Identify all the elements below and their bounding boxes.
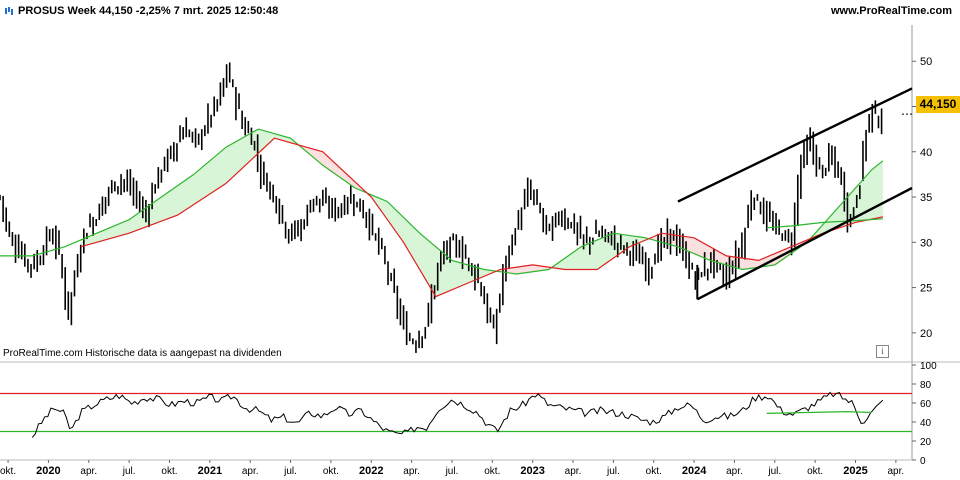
rsi-line (31, 391, 884, 438)
price-tick-label: 50 (920, 56, 932, 68)
rsi-tick-label: 40 (920, 418, 932, 429)
time-tick-label: 2025 (843, 465, 867, 477)
time-tick-label: jul. (122, 466, 136, 477)
time-tick-label: okt. (0, 466, 16, 477)
data-note: ProRealTime.com Historische data is aang… (3, 348, 282, 359)
trend-channel-upper (677, 87, 913, 203)
time-tick-label: 2022 (359, 465, 383, 477)
time-tick-label: apr. (80, 466, 97, 477)
rsi-tick-label: 100 (920, 361, 937, 372)
price-tick-label: 25 (920, 283, 932, 295)
rsi-tick-label: 0 (920, 456, 926, 467)
last-price-badge: 44,150 (916, 96, 960, 113)
time-tick-label: apr. (888, 466, 905, 477)
ma-fast-line (0, 128, 884, 275)
time-tick-label: 2021 (198, 465, 222, 477)
time-tick-label: apr. (565, 466, 582, 477)
rsi-tick-label: 60 (920, 399, 932, 410)
time-tick-label: apr. (403, 466, 420, 477)
time-tick-label: jul. (283, 466, 297, 477)
rsi-tick-label: 80 (920, 380, 932, 391)
ma-fill-area (368, 193, 496, 297)
ma-fast-secondary-line (766, 218, 883, 229)
time-tick-label: 2020 (36, 465, 60, 477)
chart-title: PROSUS Week 44,150 -2,25% 7 mrt. 2025 12… (18, 5, 279, 17)
site-name[interactable]: www.ProRealTime.com (830, 5, 952, 17)
time-tick-label: apr. (242, 466, 259, 477)
time-tick-label: okt. (807, 466, 823, 477)
time-tick-label: okt. (161, 466, 177, 477)
time-tick-label: jul. (767, 466, 781, 477)
time-tick-label: okt. (323, 466, 339, 477)
ma-fill-area (650, 233, 811, 270)
time-tick-label: apr. (726, 466, 743, 477)
info-icon[interactable]: i (876, 345, 889, 358)
trend-channel-lower (696, 186, 913, 301)
ma-fill-area (497, 264, 551, 274)
ma-fill-area (552, 233, 649, 270)
price-tick-label: 30 (920, 237, 932, 249)
chart-header: PROSUS Week 44,150 -2,25% 7 mrt. 2025 12… (0, 0, 960, 24)
price-tick-label: 20 (920, 328, 932, 340)
rsi-tick-label: 20 (920, 437, 932, 448)
candlestick-icon (5, 7, 13, 15)
price-tick-label: 35 (920, 192, 932, 204)
time-tick-label: 2024 (682, 465, 707, 477)
rsi-secondary-line (766, 410, 872, 414)
time-tick-label: okt. (484, 466, 500, 477)
time-tick-label: jul. (606, 466, 620, 477)
price-tick-label: 40 (920, 147, 932, 159)
time-tick-label: okt. (646, 466, 662, 477)
ma-fill-area (80, 129, 299, 247)
ma-fill-area (300, 145, 367, 193)
time-tick-label: 2023 (520, 465, 544, 477)
ma-slow-line (80, 137, 884, 298)
time-tick-label: jul. (445, 466, 459, 477)
